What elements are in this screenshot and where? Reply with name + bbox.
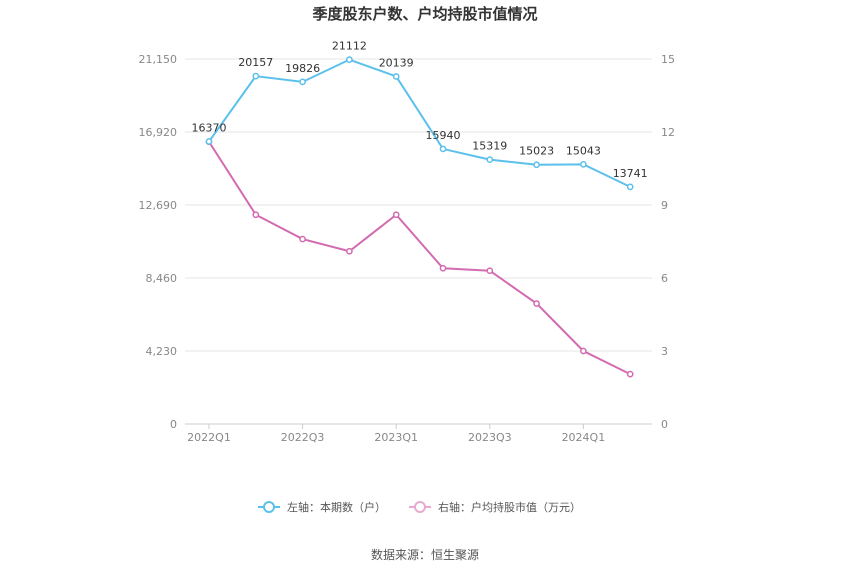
data-point-households[interactable] <box>626 183 634 191</box>
legend-label-households: 左轴：本期数（户） <box>287 500 386 514</box>
data-label-households: 20139 <box>379 56 414 69</box>
x-tick-label: 2023Q3 <box>468 431 512 444</box>
x-tick-label: 2022Q3 <box>281 431 325 444</box>
data-point-market-value[interactable] <box>299 235 306 243</box>
data-point-market-value[interactable] <box>392 211 400 219</box>
left-tick-label: 21,150 <box>139 53 178 66</box>
x-tick-label: 2023Q1 <box>374 431 418 444</box>
x-tick-label: 2022Q1 <box>187 431 231 444</box>
data-point-households[interactable] <box>533 161 540 169</box>
data-point-households[interactable] <box>346 56 353 64</box>
x-axis: 2022Q1 2022Q3 2023Q1 2023Q3 2024Q1 <box>187 424 605 444</box>
left-tick-label: 8,460 <box>146 272 178 285</box>
right-tick-label: 15 <box>661 53 675 66</box>
data-point-households[interactable] <box>439 145 447 153</box>
chart-title: 季度股东户数、户均持股市值情况 <box>312 5 537 23</box>
data-label-households: 15940 <box>426 129 461 142</box>
data-label-households: 21112 <box>332 40 367 53</box>
series-layer: 16370 20157 19826 21112 20139 15940 15319 15023… <box>192 40 648 378</box>
data-label-households: 20157 <box>238 56 273 69</box>
data-point-households[interactable] <box>299 78 306 86</box>
data-label-households: 15319 <box>472 140 507 153</box>
data-label-households: 19826 <box>285 62 320 75</box>
data-label-households: 13741 <box>613 167 648 180</box>
left-tick-label: 4,230 <box>146 345 178 358</box>
legend-item-households[interactable]: 左轴：本期数（户） <box>258 500 386 514</box>
left-tick-label: 12,690 <box>139 199 178 212</box>
grid <box>185 58 652 425</box>
data-point-market-value[interactable] <box>252 211 260 219</box>
legend-marker-households <box>263 501 275 513</box>
left-axis: 0 4,230 8,460 12,690 16,920 21,150 <box>139 53 178 431</box>
series-line-market-value <box>208 141 631 376</box>
data-point-market-value[interactable] <box>439 264 447 272</box>
data-label-households: 15043 <box>566 144 601 157</box>
data-label-households: 15023 <box>519 145 554 158</box>
data-point-households[interactable] <box>205 138 213 145</box>
legend-label-market-value: 右轴：户均持股市值（万元） <box>438 500 581 514</box>
legend-item-market-value[interactable]: 右轴：户均持股市值（万元） <box>409 500 581 514</box>
series-line-households <box>208 58 631 188</box>
data-point-households[interactable] <box>252 72 260 80</box>
data-point-households[interactable] <box>392 73 400 80</box>
right-tick-label: 3 <box>661 345 668 358</box>
data-point-market-value[interactable] <box>626 370 634 378</box>
right-tick-label: 0 <box>661 418 668 431</box>
x-tick-label: 2024Q1 <box>562 431 606 444</box>
legend: 左轴：本期数（户） 右轴：户均持股市值（万元） <box>258 500 581 514</box>
right-tick-label: 6 <box>661 272 668 285</box>
data-point-market-value[interactable] <box>580 347 587 355</box>
right-tick-label: 9 <box>661 199 668 212</box>
data-point-market-value[interactable] <box>346 247 353 255</box>
right-axis: 0 3 6 9 12 15 <box>661 53 675 431</box>
data-point-households[interactable] <box>580 161 587 168</box>
data-point-market-value[interactable] <box>486 267 494 275</box>
right-tick-label: 12 <box>661 126 675 139</box>
data-point-households[interactable] <box>486 156 494 163</box>
source-note: 数据来源：恒生聚源 <box>371 547 479 562</box>
left-tick-label: 16,920 <box>139 126 178 139</box>
data-label-households: 16370 <box>192 121 227 134</box>
legend-marker-market-value <box>414 501 426 513</box>
data-point-market-value[interactable] <box>533 300 540 307</box>
left-tick-label: 0 <box>170 418 177 431</box>
